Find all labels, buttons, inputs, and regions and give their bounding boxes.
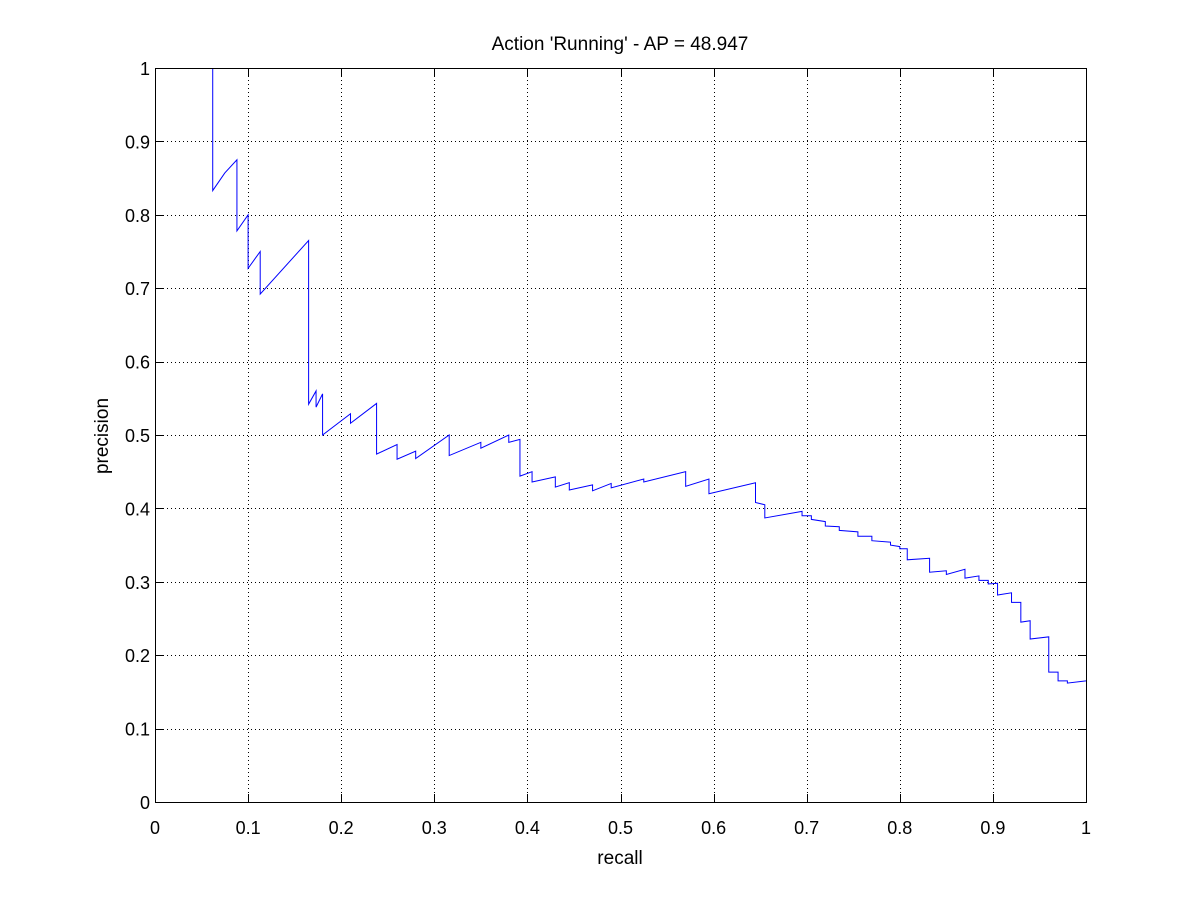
- y-tick-label: 0.3: [125, 573, 150, 593]
- y-tick-label: 0.2: [125, 646, 150, 666]
- y-tick-label: 0.5: [125, 426, 150, 446]
- series-layer: [212, 68, 1087, 684]
- y-tick-label: 0.9: [125, 132, 150, 152]
- y-axis-label: precision: [92, 398, 113, 474]
- x-tick-label: 0.8: [887, 818, 912, 838]
- x-tick-label: 0.4: [515, 818, 540, 838]
- pr-curve: [212, 68, 1087, 684]
- plot-area: [155, 68, 1086, 802]
- x-axis-label: recall: [597, 848, 642, 869]
- x-tick-label: 0.9: [980, 818, 1005, 838]
- y-tick-label: 0.8: [125, 206, 150, 226]
- x-tick-label: 0: [150, 818, 160, 838]
- y-tick-label: 0.6: [125, 353, 150, 373]
- y-tick-label: 1: [140, 59, 150, 79]
- chart-title: Action 'Running' - AP = 48.947: [492, 34, 749, 55]
- x-tick-label: 0.6: [701, 818, 726, 838]
- x-tick-label: 1: [1081, 818, 1091, 838]
- y-tick-label: 0.1: [125, 720, 150, 740]
- y-tick-label: 0: [140, 793, 150, 813]
- x-tick-label: 0.1: [236, 818, 261, 838]
- x-tick-label: 0.3: [422, 818, 447, 838]
- ticks: [155, 68, 1087, 803]
- x-tick-label: 0.7: [794, 818, 819, 838]
- x-tick-label: 0.2: [329, 818, 354, 838]
- tick-labels: 0 0.1 0.2 0.3 0.4 0.5 0.6 0.7 0.8 0.9 1 0 0.1 0.2 0.3 0…: [125, 59, 1091, 838]
- y-tick-label: 0.4: [125, 499, 150, 519]
- y-tick-label: 0.7: [125, 279, 150, 299]
- x-tick-label: 0.5: [608, 818, 633, 838]
